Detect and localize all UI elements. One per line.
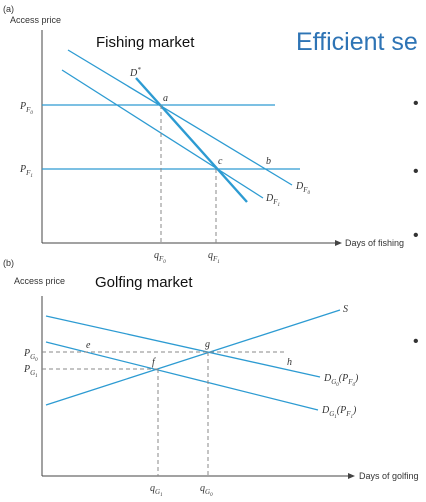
panel-b-q-high-label: qG0 [200,483,213,498]
panel-a-x-axis-label: Days of fishing [345,238,404,248]
panel-a-point-c: c [218,156,223,167]
panel-b-point-g: g [205,339,210,350]
panel-a-tag: (a) [3,4,14,14]
panel-b-point-h: h [287,357,292,368]
panel-b-dg1-label: DG1(PF1) [321,405,357,420]
panel-b-price-low-label: PG1 [23,364,38,379]
panel-a-y-axis-label: Access price [10,15,61,25]
bullet-2: • [413,163,419,180]
panel-b-supply-label: S [343,304,348,315]
panel-b-dg0-label: DG0(PF0) [323,373,359,388]
panel-b-x-arrow [348,473,355,479]
panel-golfing: (b) Access price Golfing market Days of … [3,258,419,498]
panel-b-point-e: e [86,340,91,351]
panel-b-price-high-label: PG0 [23,348,38,363]
panel-a-demand-dstar [135,77,248,203]
panel-b-demand-dg0 [45,315,321,378]
panel-a-df0-label: DF0 [295,181,311,196]
slide-title: Efficient se [296,28,418,56]
panel-a-df1-label: DF1 [265,193,280,208]
panel-a-q-low-label: qF1 [208,250,220,265]
panel-a-point-b: b [266,156,271,167]
panel-b-y-axis-label: Access price [14,276,65,286]
panel-a-point-a: a [163,93,168,104]
panel-b-x-axis-label: Days of golfing [359,471,419,481]
panel-b-supply-curve [45,309,341,406]
panel-a-price-high-label: PF0 [19,101,33,116]
panel-b-q-low-label: qG1 [150,483,163,498]
panel-b-tag: (b) [3,258,14,268]
panel-b-market-title: Golfing market [95,274,193,291]
panel-b-point-f: f [152,357,156,368]
panel-a-demand-df0 [67,49,293,186]
panel-a-dstar-label: D* [129,66,141,79]
bullet-4: • [413,333,419,350]
panel-a-x-arrow [335,240,342,246]
panel-b-demand-dg1 [45,341,319,411]
bullet-1: • [413,95,419,112]
bullet-3: • [413,227,419,244]
panel-a-price-low-label: PF1 [19,164,33,179]
panel-a-market-title: Fishing market [96,34,195,51]
panel-a-demand-df1 [61,69,264,199]
panel-fishing: (a) Access price Fishing market Days of … [3,4,404,265]
panel-a-q-high-label: qF0 [154,250,166,265]
